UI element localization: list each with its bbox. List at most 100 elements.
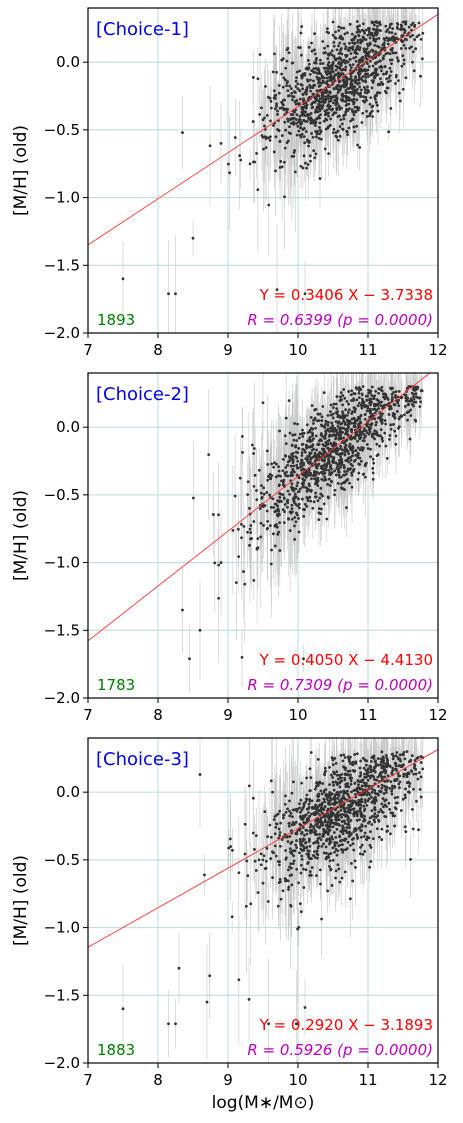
data-point [358,46,362,50]
data-point [356,27,360,31]
data-point [299,461,303,464]
data-point [250,443,254,447]
data-point [412,397,416,401]
data-point [336,421,340,425]
data-point [396,59,400,62]
data-point [359,413,363,417]
data-point [231,528,235,532]
data-point [301,483,305,487]
data-point [286,505,289,509]
data-point [251,120,255,123]
data-point [262,147,265,151]
data-point [350,83,354,87]
data-point [344,45,348,49]
data-point [373,437,376,441]
data-point [357,34,361,38]
data-point [300,105,304,109]
data-point [288,84,292,88]
data-point [350,399,353,402]
data-point [268,472,272,476]
data-point [293,149,297,152]
data-point [399,23,403,27]
data-point [325,27,329,31]
data-point [337,74,341,77]
data-point [370,433,374,436]
data-point [345,469,349,473]
data-point [239,522,243,526]
data-point [374,50,378,53]
data-point [291,451,295,455]
data-point [288,529,292,532]
data-point [337,458,341,462]
data-point [319,62,322,66]
data-point [302,473,306,477]
data-point [353,421,357,424]
data-point [353,105,357,109]
x-tick-label: 12 [428,706,447,724]
data-point [334,420,338,423]
data-point [345,399,349,403]
data-point [289,121,293,125]
data-point [329,403,333,407]
data-point [304,110,307,114]
data-point [306,79,310,83]
data-point [388,79,392,83]
data-point [304,92,308,96]
data-point [273,544,277,548]
data-point [385,36,389,40]
data-point [405,411,409,415]
data-point [311,105,315,109]
data-point [271,532,275,536]
data-point [390,58,394,62]
data-point [343,42,346,46]
data-point [280,102,284,105]
data-point [253,473,257,477]
data-point [298,97,302,101]
data-point [295,70,299,74]
data-point [305,504,309,508]
data-point [314,130,317,133]
data-point [288,125,291,129]
data-point [350,485,354,489]
data-point [335,412,339,416]
data-point [267,475,270,478]
data-point [320,419,324,422]
data-point [298,487,302,491]
data-point [305,472,309,475]
data-point [349,393,353,397]
data-point [357,63,360,67]
data-point [369,96,373,100]
data-point [370,423,373,427]
data-point [325,82,329,85]
data-point [319,58,322,62]
data-point [295,463,299,467]
data-point [373,44,377,47]
data-point [384,444,388,448]
data-point [355,124,358,128]
data-point [363,100,366,104]
data-point [343,453,347,457]
data-point [310,69,314,73]
data-point [367,89,371,93]
data-point [348,468,352,471]
data-point [306,59,310,62]
data-point [332,40,336,44]
data-point [374,20,378,23]
data-point [323,113,327,117]
data-point [335,407,339,411]
data-point [381,404,385,408]
data-point [277,91,281,95]
data-point [285,48,289,52]
data-point [264,146,268,149]
data-point [350,32,354,36]
data-point [256,537,260,541]
data-point [384,422,388,426]
data-point [292,464,296,468]
data-point [373,76,377,80]
data-point [286,498,290,502]
data-point [217,513,220,517]
data-point [308,428,312,432]
data-point [368,401,372,405]
data-point [292,438,296,442]
y-tick-label: −1.0 [44,189,80,207]
